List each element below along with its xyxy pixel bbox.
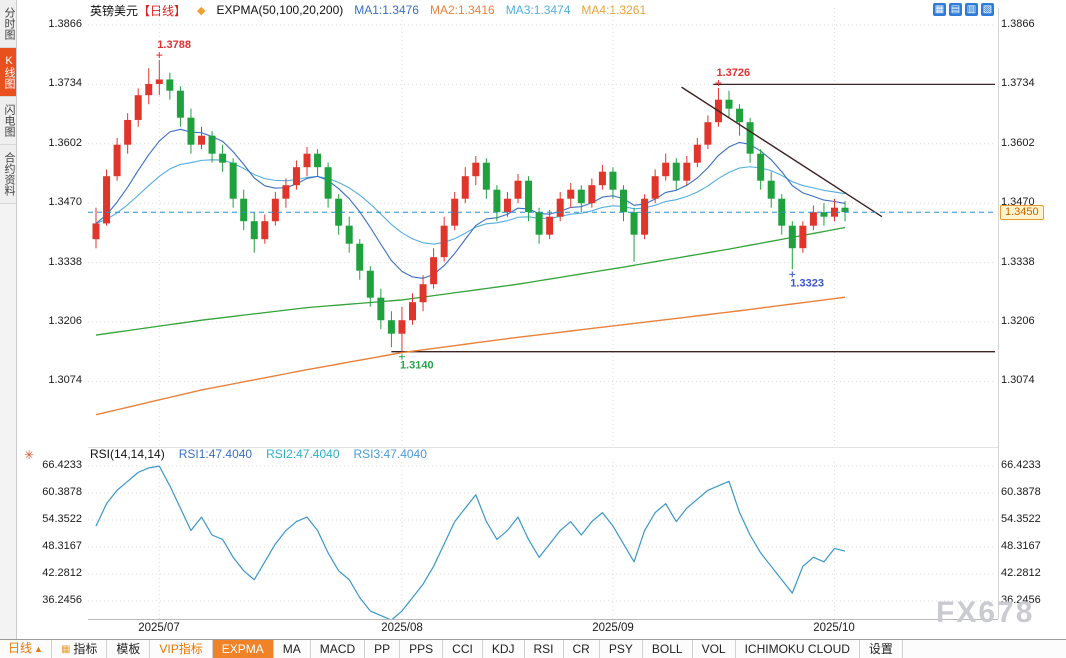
rsi-title: RSI(14,14,14) bbox=[90, 447, 165, 461]
layout-cols-icon[interactable]: ▥ bbox=[965, 3, 978, 16]
tab-boll[interactable]: BOLL bbox=[643, 640, 693, 658]
tab-vip-indicator[interactable]: VIP指标 bbox=[150, 640, 213, 658]
rsi-axis-label: 42.2812 bbox=[1001, 567, 1041, 579]
chart-header: 英镑美元【日线】 ◆ EXPMA(50,100,20,200) MA1:1.34… bbox=[90, 2, 646, 18]
main-price-chart[interactable]: 1.3788 1.3726 1.3140 1.3323 bbox=[88, 8, 998, 448]
tab-template[interactable]: 模板 bbox=[107, 640, 151, 658]
tab-cr[interactable]: CR bbox=[564, 640, 600, 658]
bottom-toolbar: 日线 ▲ ▦ 指标 模板 VIP指标 EXPMA MA MACD PP PPS C… bbox=[0, 639, 1066, 658]
tab-settings[interactable]: 设置 bbox=[860, 640, 903, 658]
sidebar-item-lightning-chart[interactable]: 闪电图 bbox=[0, 97, 16, 145]
rsi-axis-label: 60.3878 bbox=[1001, 486, 1041, 498]
price-axis-label: 1.3074 bbox=[1001, 374, 1035, 386]
rsi-axis-label: 66.4233 bbox=[42, 459, 82, 471]
ma-value-1: MA1:1.3476 bbox=[354, 3, 419, 17]
xaxis-label: 2025/09 bbox=[592, 622, 634, 634]
price-axis-label: 1.3734 bbox=[48, 77, 82, 89]
sidebar-item-kline-chart[interactable]: K线图 bbox=[0, 48, 16, 97]
price-axis-label: 1.3866 bbox=[1001, 18, 1035, 30]
rsi-axis-label: 54.3522 bbox=[42, 513, 82, 525]
price-axis-label: 1.3338 bbox=[1001, 256, 1035, 268]
svg-text:1.3788: 1.3788 bbox=[157, 39, 191, 51]
chart-type-sidebar: 分时图 K线图 闪电图 合约资料 bbox=[0, 0, 17, 639]
rsi-value-3: RSI3:47.4040 bbox=[353, 447, 427, 461]
price-axis-label: 1.3206 bbox=[1001, 315, 1035, 327]
tab-kdj[interactable]: KDJ bbox=[483, 640, 525, 658]
panel-separator bbox=[88, 447, 998, 448]
fx678-watermark: FX678 bbox=[936, 596, 1035, 629]
current-price-badge: 1.3450 bbox=[1000, 205, 1044, 220]
rsi-value-2: RSI2:47.4040 bbox=[266, 447, 340, 461]
xaxis-separator bbox=[88, 619, 998, 620]
layout-rows-icon[interactable]: ▤ bbox=[949, 3, 962, 16]
ma-value-4: MA4:1.3261 bbox=[581, 3, 647, 17]
ma-value-2: MA2:1.3416 bbox=[429, 3, 495, 17]
price-axis-label: 1.3074 bbox=[48, 374, 82, 386]
layout-grid-icon[interactable]: ▦ bbox=[933, 3, 946, 16]
tab-pps[interactable]: PPS bbox=[400, 640, 444, 658]
tab-label: 指标 bbox=[73, 641, 98, 656]
tab-pp[interactable]: PP bbox=[365, 640, 401, 658]
rsi-axis-label: 48.3167 bbox=[1001, 540, 1041, 552]
period-arrow-icon: ▲ bbox=[34, 644, 43, 654]
tab-cci[interactable]: CCI bbox=[443, 640, 483, 658]
period-selector[interactable]: 日线 ▲ bbox=[0, 640, 52, 658]
price-axis-label: 1.3470 bbox=[48, 196, 82, 208]
tab-expma[interactable]: EXPMA bbox=[212, 640, 274, 658]
rsi-axis-label: 36.2456 bbox=[42, 594, 82, 606]
tab-psy[interactable]: PSY bbox=[600, 640, 643, 658]
price-axis-label: 1.3338 bbox=[48, 256, 82, 268]
rsi-axis-label: 60.3878 bbox=[42, 486, 82, 498]
svg-text:1.3140: 1.3140 bbox=[400, 360, 434, 372]
sidebar-item-time-chart[interactable]: 分时图 bbox=[0, 0, 16, 48]
tab-indicator[interactable]: ▦ 指标 bbox=[52, 640, 108, 658]
price-axis-label: 1.3866 bbox=[48, 18, 82, 30]
price-axis-label: 1.3206 bbox=[48, 315, 82, 327]
symbol-name: 英镑美元 bbox=[90, 3, 139, 18]
tab-ma[interactable]: MA bbox=[274, 640, 311, 658]
indicator-grid-icon: ▦ bbox=[60, 643, 71, 655]
axis-left: 1.3866 1.3734 1.3602 1.3470 1.3338 1.320… bbox=[28, 0, 84, 657]
rsi-axis-label: 66.4233 bbox=[1001, 459, 1041, 471]
svg-text:1.3323: 1.3323 bbox=[790, 277, 824, 289]
plot-right-border bbox=[998, 8, 999, 619]
rsi-axis-label: 36.2456 bbox=[1001, 594, 1041, 606]
rsi-value-1: RSI1:47.4040 bbox=[178, 447, 253, 461]
price-axis-label: 1.3602 bbox=[48, 137, 82, 149]
rsi-header: RSI(14,14,14) RSI1:47.4040 RSI2:47.4040 … bbox=[90, 447, 427, 461]
sidebar-item-contract-info[interactable]: 合约资料 bbox=[0, 145, 16, 204]
ma-value-3: MA3:1.3474 bbox=[505, 3, 571, 17]
svg-text:1.3726: 1.3726 bbox=[716, 67, 750, 79]
xaxis-labels: 2025/07 2025/08 2025/09 2025/10 bbox=[88, 622, 998, 638]
indicator-settings-icon[interactable]: ✳ bbox=[24, 448, 35, 462]
symbol-period: 【日线】 bbox=[138, 3, 187, 18]
tab-rsi[interactable]: RSI bbox=[525, 640, 564, 658]
rsi-axis-label: 54.3522 bbox=[1001, 513, 1041, 525]
axis-right: 1.3866 1.3734 1.3602 1.3470 1.3338 1.320… bbox=[1001, 0, 1063, 657]
price-axis-label: 1.3734 bbox=[1001, 77, 1035, 89]
rsi-chart[interactable] bbox=[88, 462, 998, 620]
layout-icon-group: ▦ ▤ ▥ ▧ bbox=[933, 3, 994, 16]
xaxis-label: 2025/08 bbox=[381, 622, 423, 634]
tab-macd[interactable]: MACD bbox=[311, 640, 366, 658]
rsi-axis-label: 48.3167 bbox=[42, 540, 82, 552]
price-axis-label: 1.3602 bbox=[1001, 137, 1035, 149]
indicator-name: EXPMA(50,100,20,200) bbox=[216, 3, 344, 17]
xaxis-label: 2025/10 bbox=[813, 622, 855, 634]
period-label: 日线 bbox=[8, 641, 33, 655]
layout-mixed-icon[interactable]: ▧ bbox=[981, 3, 994, 16]
rsi-axis-label: 42.2812 bbox=[42, 567, 82, 579]
tab-vol[interactable]: VOL bbox=[693, 640, 736, 658]
tab-ichimoku-cloud[interactable]: ICHIMOKU CLOUD bbox=[736, 640, 860, 658]
expma-diamond-icon: ◆ bbox=[197, 4, 206, 17]
xaxis-label: 2025/07 bbox=[138, 622, 180, 634]
